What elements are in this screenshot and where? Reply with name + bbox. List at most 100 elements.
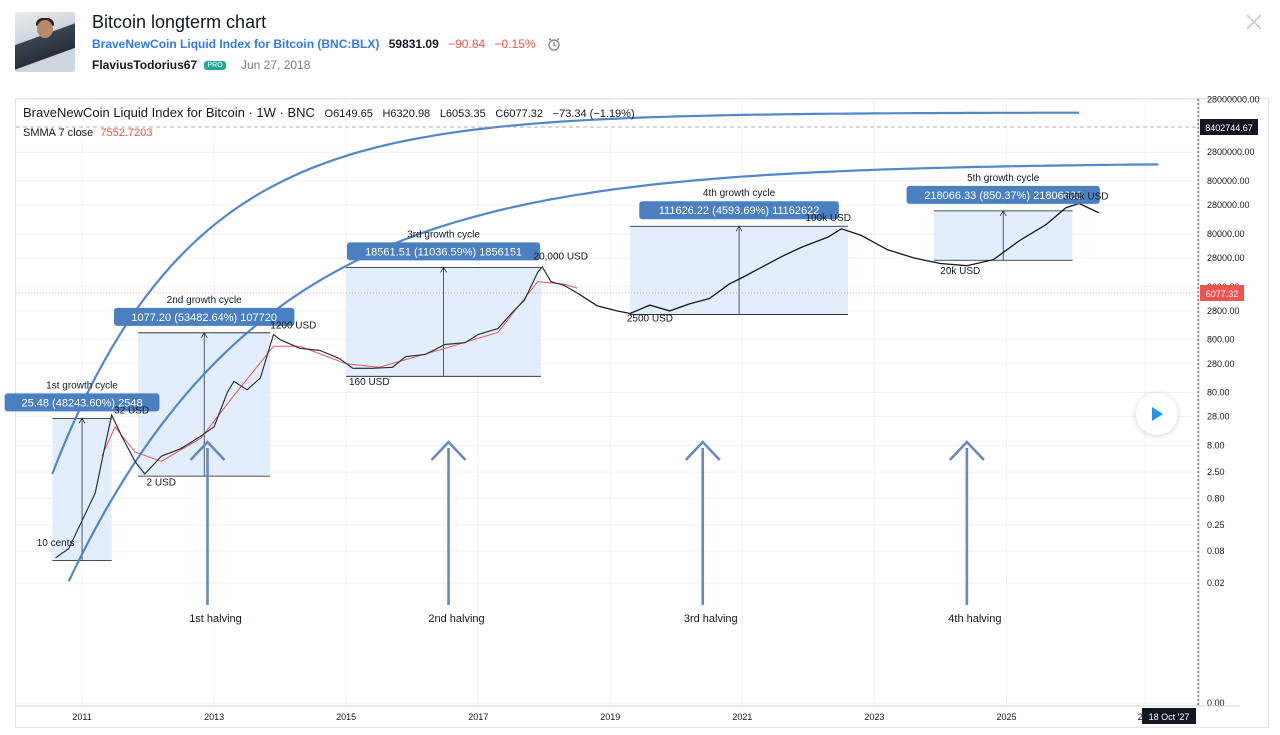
legend-change: −73.34 (−1.19%) [552,108,635,120]
y-tick-label: 800000.00 [1207,176,1250,186]
growth-cycle-measure-arrow [200,332,208,339]
halving-arrow-head [684,440,721,461]
price-annotation: 300k USD [1063,191,1109,202]
y-tick-label: 80.00 [1207,388,1230,398]
growth-cycle-name: 5th growth cycle [967,173,1040,184]
y-tick-label: 2.50 [1207,467,1225,477]
publish-date: Jun 27, 2018 [241,58,311,72]
smma-line [101,281,578,462]
growth-cycle-measure-arrow [999,210,1007,217]
crosshair-price-label: 8402744.67 [1205,123,1253,133]
idea-header: Bitcoin longterm chart BraveNewCoin Liqu… [0,0,1280,90]
growth-cycle-label: 218066.33 (850.37%) 21806633 [924,190,1082,202]
legend-open: O6149.65 [324,108,373,120]
indicator-name: SMMA 7 close [23,127,94,139]
x-tick-label: 2025 [996,712,1016,722]
y-tick-label: 0.08 [1207,546,1225,556]
growth-cycle-measure-arrow [735,225,743,232]
growth-cycle-label-box [346,242,541,261]
author-name[interactable]: FlaviusTodorius67 [92,58,198,72]
halving-label: 1st halving [189,613,242,625]
symbol-change: −90.84 [448,37,486,51]
lower-band-curve [67,163,1159,582]
legend-high: H6320.98 [382,108,431,120]
x-tick-label: 2021 [732,712,752,722]
y-tick-label: 0.02 [1207,578,1225,588]
y-tick-label: 0.25 [1207,520,1225,530]
growth-cycle-name: 2nd growth cycle [167,295,242,306]
growth-cycle-name: 1st growth cycle [46,380,118,391]
growth-cycle-label: 25.48 (48243.60%) 2548 [21,397,142,409]
crosshair-date-label: 18 Oct '27 [1149,712,1190,722]
growth-cycle-measure-arrow [78,417,86,424]
halving-arrow-head [948,440,985,461]
x-tick-label: 2013 [204,712,224,722]
halving-arrow-head [189,440,226,461]
growth-cycle-label-box [4,393,160,412]
price-annotation: 20,000 USD [534,252,588,263]
last-price-tag [1200,285,1244,301]
crosshair-date-tag [1142,708,1196,724]
indicator-legend: SMMA 7 close 7552.7203 [23,127,152,139]
price-annotation: 1200 USD [270,320,316,331]
crosshair-price-tag [1200,119,1258,135]
x-tick-label: 2011 [72,712,91,722]
legend-low: L6053.35 [439,108,486,120]
projection-path [576,202,1100,315]
price-annotation: 2 USD [147,477,176,488]
x-tick-label: 2015 [336,712,356,722]
price-annotation: 2500 USD [627,314,673,325]
price-annotation: 160 USD [349,377,390,388]
close-icon[interactable] [1245,13,1263,31]
x-tick-label: 2017 [468,712,488,722]
symbol-price: 59831.09 [388,37,439,51]
growth-cycle-label: 18561.51 (11036.59%) 1856151 [365,246,522,258]
y-tick-label: 8.00 [1207,440,1225,450]
y-tick-label: 28.00 [1207,412,1230,422]
y-tick-label: 0.00 [1207,698,1225,708]
growth-cycle-label: 111626.22 (4593.69%) 11162622 [659,205,820,217]
symbol-line: BraveNewCoin Liquid Index for Bitcoin (B… [92,37,561,51]
pro-badge: PRO [204,61,226,70]
chart-legend: BraveNewCoin Liquid Index for Bitcoin · … [23,105,635,120]
growth-cycle-name: 4th growth cycle [703,188,776,199]
growth-cycle-name: 3rd growth cycle [407,229,480,240]
growth-cycle-label-box [113,307,295,326]
symbol-link[interactable]: BraveNewCoin Liquid Index for Bitcoin (B… [92,37,380,51]
price-annotation: 10 cents [37,538,75,549]
price-annotation: 20k USD [940,266,980,277]
indicator-value: 7552.7203 [100,127,153,139]
author-line: FlaviusTodorius67 PRO Jun 27, 2018 [92,58,310,72]
halving-label: 3rd halving [684,613,738,625]
upper-band-curve [51,111,1080,475]
halving-arrow-head [430,440,467,461]
y-tick-label: 280000.00 [1207,200,1250,210]
play-icon [1152,407,1163,421]
growth-cycle-label-box [906,185,1100,204]
author-avatar[interactable] [15,12,75,72]
x-tick-label: 2023 [864,712,884,722]
idea-title: Bitcoin longterm chart [92,12,267,32]
y-tick-label: 80000.00 [1207,229,1245,239]
y-tick-label: 2800.00 [1207,306,1240,316]
x-tick-label: 2019 [600,712,620,722]
y-tick-label: 2800000.00 [1207,147,1255,157]
play-replay-button[interactable] [1136,393,1178,435]
growth-cycle-measure-arrow [440,266,447,273]
last-price-label: 6077.32 [1206,289,1239,299]
price-series [55,265,578,559]
y-tick-label: 280.00 [1207,359,1235,369]
alarm-clock-icon[interactable] [547,37,561,51]
halving-label: 2nd halving [428,613,484,625]
price-annotation: 32 USD [114,406,149,417]
symbol-change-pct: −0.15% [494,37,536,51]
legend-close: C6077.32 [495,108,544,120]
legend-symbol: BraveNewCoin Liquid Index for Bitcoin · … [23,105,315,120]
growth-cycle-label-box [639,201,839,220]
chart-frame [15,98,1269,728]
halving-label: 4th halving [948,613,1001,625]
price-annotation: 100k USD [805,213,851,224]
y-tick-label: 28000000.00 [1207,94,1260,104]
y-tick-label: 28000.00 [1207,253,1245,263]
